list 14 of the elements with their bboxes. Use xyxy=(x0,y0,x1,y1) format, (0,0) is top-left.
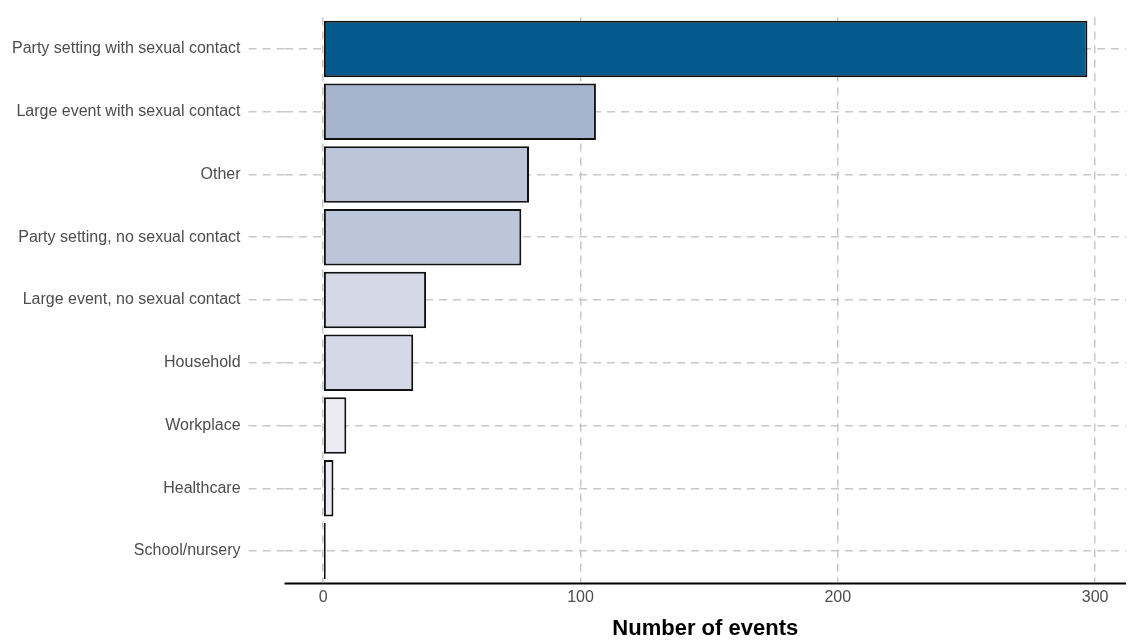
x-tick-label: 200 xyxy=(824,588,852,606)
y-tick-label: Workplace xyxy=(165,415,241,433)
x-tick-label: 100 xyxy=(567,588,594,606)
y-tick-label: Large event with sexual contact xyxy=(16,102,242,120)
y-tick-label: School/nursery xyxy=(133,541,241,559)
y-tick-label: Other xyxy=(200,164,242,182)
y-tick-label: Party setting with sexual contact xyxy=(11,39,242,57)
y-tick-label: Large event, no sexual contact xyxy=(22,290,242,308)
x-axis-title: Number of events xyxy=(612,614,799,640)
y-tick-label: Healthcare xyxy=(163,478,241,496)
x-tick-label: 300 xyxy=(1081,588,1109,606)
y-tick-label: Party setting, no sexual contact xyxy=(18,227,242,245)
x-tick-label: 0 xyxy=(318,588,328,606)
y-tick-label: Household xyxy=(164,353,241,371)
